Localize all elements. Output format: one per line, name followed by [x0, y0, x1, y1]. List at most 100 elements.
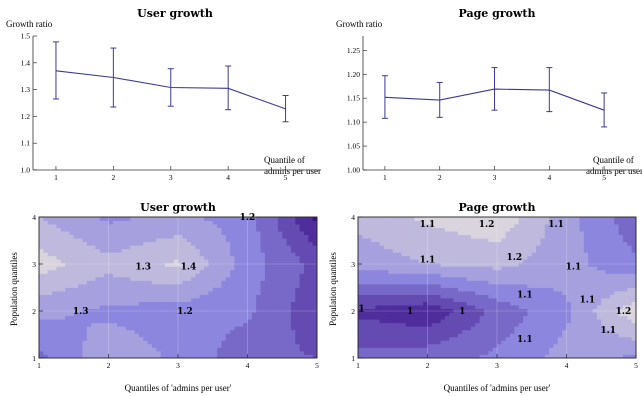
contour-cell — [156, 322, 162, 327]
contour-cell — [444, 329, 450, 334]
contour-cell — [466, 322, 472, 327]
contour-cell — [457, 333, 463, 338]
contour-cell — [86, 217, 92, 221]
contour-cell — [488, 220, 494, 225]
contour-cell — [384, 312, 389, 317]
contour-cell — [375, 301, 381, 306]
contour-cell — [130, 248, 135, 253]
contour-cell — [475, 291, 481, 295]
contour-cell — [225, 287, 231, 292]
contour-cell — [483, 347, 489, 352]
contour-cell — [518, 252, 524, 257]
contour-cell — [440, 252, 446, 257]
contour-cell — [286, 241, 292, 246]
contour-cell — [130, 227, 135, 232]
contour-cell — [457, 287, 463, 292]
contour-cell — [191, 234, 196, 239]
contour-cell — [549, 273, 554, 278]
contour-cell — [273, 262, 279, 267]
contour-cell — [234, 343, 240, 348]
contour-cell — [134, 347, 140, 352]
contour-cell — [579, 343, 585, 348]
contour-cell — [479, 259, 485, 264]
contour-cell — [397, 322, 402, 327]
x-tick-label: 5 — [284, 173, 288, 182]
contour-cell — [527, 340, 533, 345]
contour-cell — [492, 259, 498, 264]
contour-cell — [191, 252, 196, 257]
contour-cell — [358, 308, 363, 313]
contour-cell — [410, 291, 415, 295]
contour-cell — [147, 315, 153, 320]
contour-cell — [362, 333, 368, 338]
contour-cell — [544, 287, 550, 292]
contour-cell — [575, 252, 580, 257]
contour-cell — [199, 350, 205, 355]
contour-cell — [557, 319, 563, 324]
contour-cell — [527, 322, 533, 327]
contour-cell — [195, 294, 201, 299]
contour-cell — [264, 347, 270, 352]
contour-cell — [286, 291, 292, 295]
contour-cell — [99, 333, 105, 338]
contour-cell — [273, 326, 279, 331]
contour-cell — [277, 333, 283, 338]
contour-cell — [160, 329, 166, 334]
contour-cell — [47, 259, 53, 264]
contour-cell — [583, 248, 589, 253]
contour-cell — [371, 266, 376, 271]
contour-cell — [375, 336, 381, 341]
contour-cell — [230, 255, 235, 260]
contour-cell — [243, 217, 248, 221]
contour-cell — [247, 280, 253, 285]
contour-cell — [191, 287, 196, 292]
contour-cell — [243, 350, 248, 355]
contour-cell — [264, 280, 270, 285]
contour-cell — [39, 273, 44, 278]
contour-cell — [195, 273, 201, 278]
contour-cell — [147, 276, 153, 281]
contour-cell — [147, 343, 153, 348]
contour-cell — [178, 238, 183, 243]
contour-cell — [384, 340, 389, 345]
contour-cell — [470, 305, 476, 310]
contour-cell — [579, 227, 585, 232]
contour-cell — [134, 308, 140, 313]
contour-cell — [43, 220, 49, 225]
contour-cell — [371, 273, 376, 278]
contour-cell — [108, 343, 114, 348]
contour-cell — [65, 326, 70, 331]
contour-cell — [401, 308, 407, 313]
y-tick-label: 1.15 — [347, 94, 360, 103]
contour-cell — [151, 301, 157, 306]
contour-cell — [282, 227, 287, 232]
contour-cell — [147, 301, 153, 306]
contour-cell — [536, 305, 541, 310]
contour-cell — [514, 245, 520, 250]
contour-cell — [557, 231, 563, 236]
contour-cell — [91, 312, 96, 317]
contour-cell — [566, 336, 572, 341]
contour-cell — [444, 266, 450, 271]
contour-cell — [191, 322, 196, 327]
contour-cell — [138, 340, 144, 345]
contour-cell — [208, 280, 214, 285]
contour-cell — [299, 305, 305, 310]
contour-cell — [444, 217, 450, 221]
contour-cell — [540, 333, 546, 338]
contour-cell — [99, 227, 105, 232]
contour-cell — [366, 224, 372, 228]
contour-cell — [151, 329, 157, 334]
contour-cell — [596, 305, 602, 310]
contour-cell — [251, 238, 257, 243]
contour-cell — [290, 238, 296, 243]
contour-cell — [260, 220, 266, 225]
contour-cell — [579, 315, 585, 320]
contour-cell — [553, 252, 559, 257]
contour-cell — [362, 266, 368, 271]
contour-cell — [397, 276, 402, 281]
contour-cell — [410, 266, 415, 271]
contour-cell — [52, 283, 57, 288]
contour-cell — [423, 262, 428, 267]
contour-cell — [514, 262, 520, 267]
